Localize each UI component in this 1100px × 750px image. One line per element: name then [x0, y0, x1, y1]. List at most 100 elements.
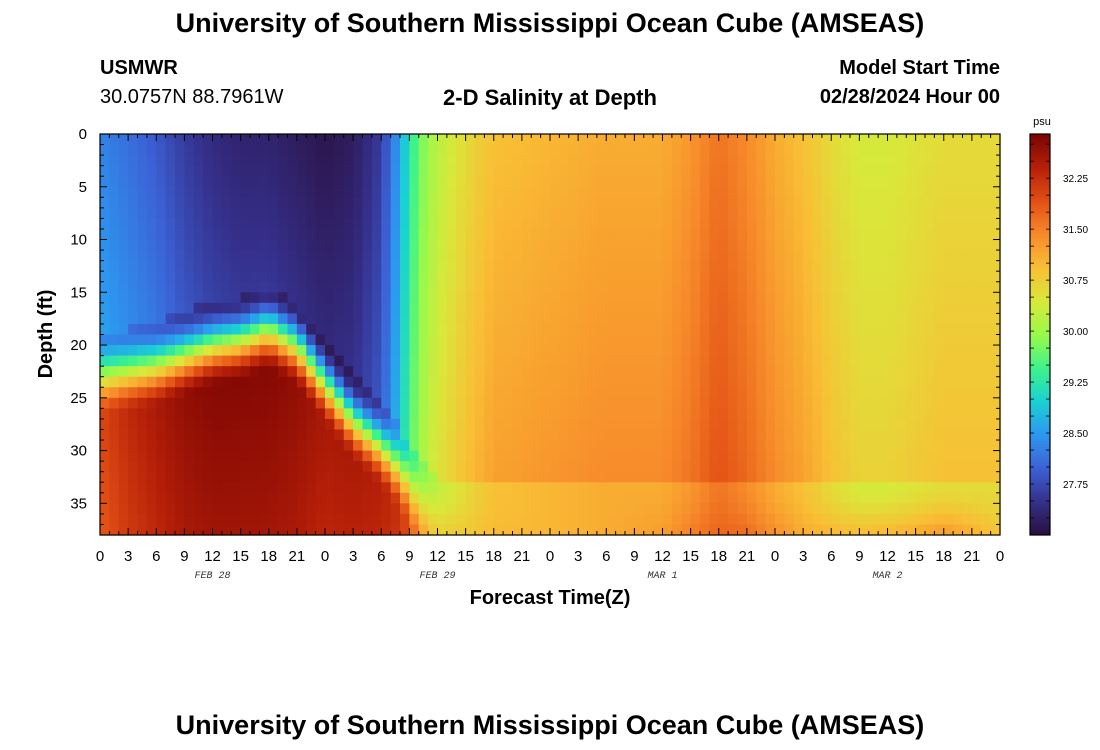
heatmap-cell — [118, 144, 129, 156]
heatmap-cell — [643, 239, 654, 251]
heatmap-cell — [409, 524, 420, 536]
heatmap-cell — [831, 207, 842, 220]
heatmap-cell — [503, 176, 514, 188]
heatmap-cell — [981, 482, 992, 494]
heatmap-cell — [531, 207, 542, 220]
heatmap-cell — [981, 334, 992, 346]
heatmap-cell — [109, 186, 120, 198]
heatmap-cell — [587, 450, 598, 462]
heatmap-cell — [756, 239, 767, 251]
heatmap-cell — [690, 323, 701, 336]
heatmap-cell — [175, 239, 185, 251]
heatmap-cell — [315, 503, 326, 515]
heatmap-cell — [400, 387, 410, 399]
heatmap-cell — [868, 418, 879, 431]
heatmap-cell — [625, 250, 635, 262]
heatmap-cell — [765, 418, 776, 431]
heatmap-cell — [653, 302, 664, 314]
heatmap-cell — [100, 387, 110, 399]
heatmap-cell — [137, 524, 148, 536]
heatmap-cell — [784, 228, 795, 241]
heatmap-cell — [587, 134, 598, 146]
heatmap-cell — [428, 207, 439, 220]
heatmap-cell — [681, 408, 692, 420]
heatmap-cell — [446, 397, 457, 409]
heatmap-cell — [353, 250, 364, 262]
heatmap-cell — [128, 524, 139, 536]
heatmap-cell — [756, 461, 767, 473]
heatmap-cell — [643, 302, 654, 314]
heatmap-cell — [287, 429, 298, 441]
heatmap-cell — [250, 250, 260, 262]
heatmap-cell — [775, 387, 785, 399]
heatmap-cell — [334, 134, 345, 146]
heatmap-cell — [756, 176, 767, 188]
heatmap-cell — [296, 313, 307, 325]
heatmap-cell — [709, 239, 720, 251]
heatmap-cell — [456, 482, 467, 494]
heatmap-cell — [625, 429, 635, 441]
heatmap-cell — [971, 165, 982, 177]
heatmap-cell — [868, 302, 879, 314]
heatmap-cell — [343, 482, 354, 494]
heatmap-cell — [428, 260, 439, 272]
heatmap-cell — [400, 334, 410, 346]
heatmap-cell — [550, 334, 560, 346]
heatmap-cell — [296, 345, 307, 357]
heatmap-cell — [568, 186, 579, 198]
heatmap-cell — [325, 323, 335, 336]
heatmap-cell — [981, 165, 992, 177]
heatmap-cell — [550, 239, 560, 251]
heatmap-cell — [259, 134, 270, 146]
heatmap-cell — [737, 376, 748, 388]
heatmap-cell — [146, 461, 157, 473]
heatmap-cell — [240, 450, 251, 462]
heatmap-cell — [615, 387, 626, 399]
heatmap-cell — [156, 387, 167, 399]
heatmap-cell — [296, 418, 307, 431]
heatmap-cell — [512, 207, 523, 220]
heatmap-cell — [334, 397, 345, 409]
heatmap-cell — [437, 302, 448, 314]
heatmap-cell — [100, 482, 110, 494]
heatmap-cell — [306, 165, 317, 177]
heatmap-cell — [493, 387, 504, 399]
heatmap-cell — [765, 250, 776, 262]
heatmap-cell — [446, 207, 457, 220]
heatmap-cell — [409, 260, 420, 272]
heatmap-cell — [943, 313, 954, 325]
heatmap-cell — [643, 397, 654, 409]
heatmap-cell — [606, 292, 617, 304]
heatmap-cell — [803, 492, 814, 504]
heatmap-cell — [971, 323, 982, 336]
heatmap-cell — [353, 376, 364, 388]
heatmap-cell — [756, 524, 767, 536]
heatmap-cell — [868, 461, 879, 473]
heatmap-cell — [146, 492, 157, 504]
heatmap-cell — [428, 176, 439, 188]
heatmap-cell — [278, 345, 289, 357]
heatmap-cell — [353, 165, 364, 177]
heatmap-cell — [896, 218, 907, 230]
heatmap-cell — [390, 313, 401, 325]
heatmap-cell — [428, 492, 439, 504]
heatmap-cell — [765, 503, 776, 515]
heatmap-cell — [662, 492, 673, 504]
heatmap-cell — [643, 471, 654, 483]
heatmap-cell — [465, 345, 476, 357]
heatmap-cell — [671, 408, 682, 420]
heatmap-cell — [390, 155, 401, 167]
heatmap-cell — [484, 134, 495, 146]
heatmap-cell — [315, 218, 326, 230]
x-tick-label: 3 — [799, 548, 807, 565]
heatmap-cell — [362, 292, 373, 304]
heatmap-cell — [887, 165, 898, 177]
heatmap-cell — [493, 503, 504, 515]
heatmap-cell — [540, 186, 551, 198]
heatmap-cell — [446, 366, 457, 378]
heatmap-cell — [371, 334, 382, 346]
heatmap-cell — [381, 260, 392, 272]
heatmap-cell — [203, 482, 214, 494]
heatmap-cell — [746, 281, 757, 293]
heatmap-cell — [793, 281, 804, 293]
